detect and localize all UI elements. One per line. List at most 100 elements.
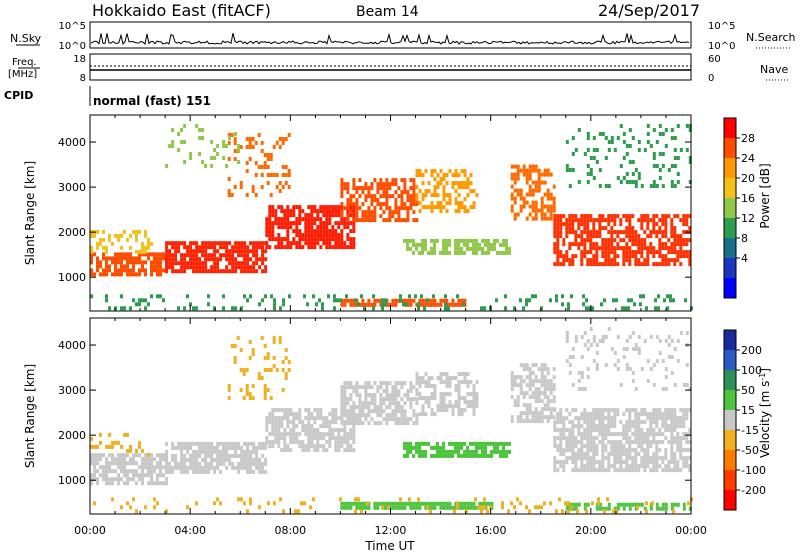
velocity-cell: [243, 449, 247, 454]
power-cell: [469, 246, 472, 251]
velocity-cell: [583, 408, 587, 413]
velocity-cell: [126, 473, 129, 478]
power-cell: [664, 246, 668, 251]
velocity-cell: [258, 505, 261, 510]
power-cell: [592, 230, 596, 235]
velocity-cell: [568, 371, 572, 375]
velocity-cell: [349, 417, 353, 422]
power-cell: [652, 180, 656, 184]
power-cell: [670, 230, 674, 235]
power-cell: [274, 221, 278, 226]
power-cell: [460, 298, 464, 303]
power-cell: [249, 269, 253, 274]
power-cell: [669, 294, 672, 299]
power-cell: [328, 217, 332, 222]
power-cell: [156, 252, 159, 257]
power-cell: [268, 245, 272, 250]
velocity-cell: [682, 383, 686, 387]
velocity-cell: [652, 460, 656, 465]
power-cell: [340, 190, 344, 195]
power-cell: [352, 202, 356, 207]
power-cell: [346, 209, 350, 214]
power-cell: [627, 298, 630, 303]
velocity-cell: [165, 441, 169, 446]
power-cell: [658, 226, 662, 231]
power-cell: [559, 222, 563, 227]
velocity-cell: [649, 440, 653, 445]
power-cell: [394, 206, 398, 211]
velocity-cell: [240, 445, 244, 450]
velocity-cell: [634, 464, 638, 469]
power-cell: [373, 198, 377, 203]
power-cell: [243, 245, 247, 250]
velocity-cell: [519, 411, 523, 416]
power-cell: [147, 302, 150, 307]
power-cell: [331, 225, 335, 230]
power-cell: [201, 261, 205, 266]
velocity-cell: [251, 396, 255, 400]
power-cell: [670, 226, 674, 231]
velocity-cell: [465, 509, 468, 514]
velocity-cell: [439, 380, 443, 385]
velocity-cell: [343, 405, 347, 410]
velocity-cell: [592, 339, 596, 343]
power-cell: [252, 253, 256, 258]
power-cell: [543, 172, 547, 177]
power-cell: [652, 128, 656, 132]
velocity-cell: [261, 465, 265, 470]
power-cell: [288, 294, 291, 299]
velocity-cell: [516, 399, 520, 404]
power-cell: [421, 250, 424, 255]
velocity-cell: [364, 381, 368, 386]
power-cell: [234, 269, 238, 274]
velocity-cell: [207, 469, 211, 474]
power-cell: [525, 180, 529, 185]
velocity-cell: [132, 497, 135, 502]
power-cell: [280, 205, 284, 210]
velocity-cell: [457, 412, 461, 417]
velocity-cell: [328, 436, 332, 441]
power-cell: [286, 217, 290, 222]
velocity-cell: [90, 457, 93, 462]
velocity-cell: [242, 396, 246, 400]
power-cell: [370, 210, 374, 215]
power-cell: [376, 298, 380, 303]
power-cell: [568, 242, 572, 247]
power-cell: [237, 253, 241, 258]
power-cell: [346, 190, 350, 195]
power-cell: [559, 254, 563, 259]
velocity-cell: [219, 453, 223, 458]
velocity-cell: [528, 379, 532, 384]
power-cell: [591, 306, 594, 311]
velocity-cell: [255, 453, 259, 458]
velocity-cell: [90, 453, 93, 458]
velocity-cell: [251, 348, 255, 352]
velocity-cell: [562, 448, 566, 453]
power-cell: [433, 242, 436, 247]
velocity-cell: [631, 456, 635, 461]
power-cell: [352, 225, 356, 230]
velocity-cell: [364, 389, 368, 394]
power-cell: [331, 245, 335, 250]
power-cell: [313, 221, 317, 226]
power-cell: [679, 238, 683, 243]
power-cell: [192, 241, 196, 246]
power-cell: [463, 169, 467, 174]
power-cell: [424, 169, 428, 174]
velocity-cell: [460, 501, 464, 506]
power-cell: [156, 268, 159, 273]
velocity-cell: [316, 444, 320, 449]
power-cell: [463, 173, 467, 178]
power-cell: [531, 216, 535, 221]
velocity-cell: [313, 408, 317, 413]
velocity-cell: [655, 448, 659, 453]
velocity-cell: [592, 412, 596, 417]
power-cell: [117, 272, 120, 277]
power-cell: [640, 184, 644, 188]
velocity-cell: [640, 448, 644, 453]
velocity-cell: [245, 388, 249, 392]
velocity-cell: [433, 396, 437, 401]
velocity-cell: [466, 501, 470, 506]
power-cell: [282, 302, 285, 307]
velocity-cell: [598, 339, 602, 343]
